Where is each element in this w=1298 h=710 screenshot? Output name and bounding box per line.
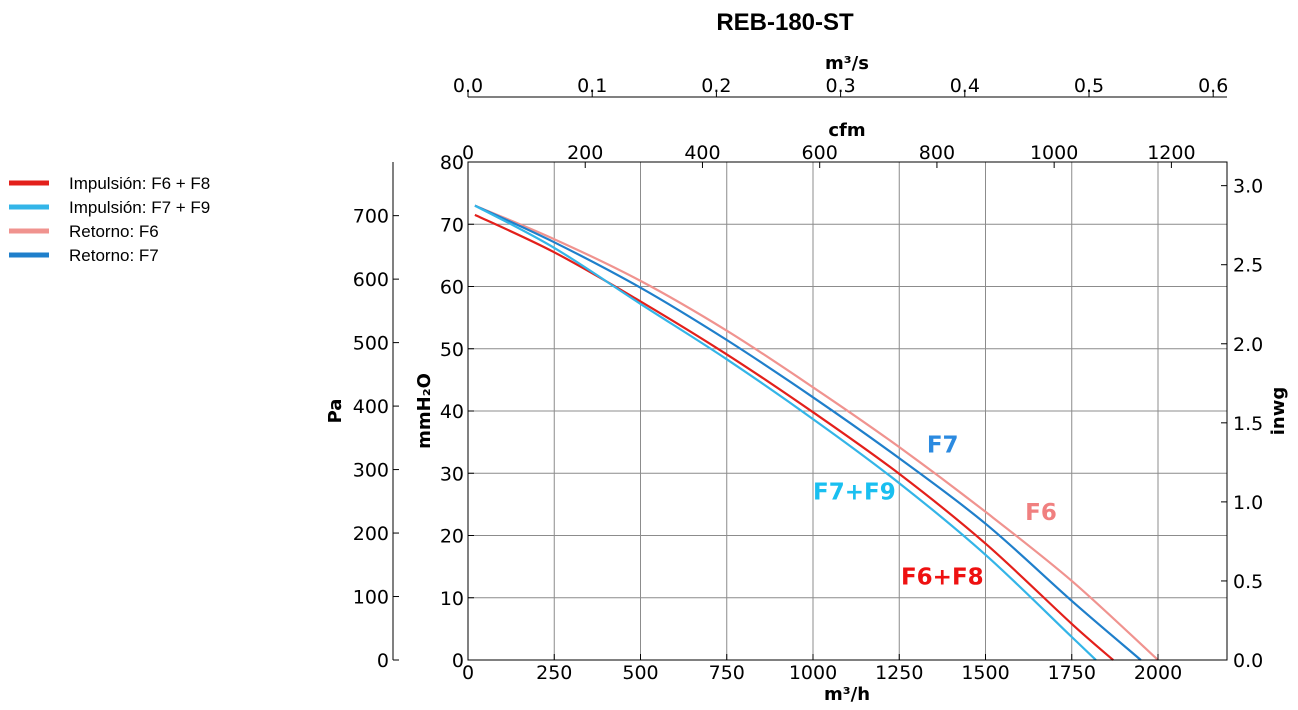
inwg-tick-label: 1.5 [1233,413,1263,435]
x-tick-label: 750 [709,662,745,684]
x-tick-label: 1500 [961,662,1009,684]
chart-title: REB-180-ST [716,9,854,36]
legend-label: Impulsión: F7 + F9 [69,198,210,217]
series-line-4 [474,204,1142,661]
cfm-tick-label: 400 [684,142,720,164]
m3s-tick-label: 0.4 [950,75,980,97]
mmh2o-tick-label: 60 [440,277,464,299]
legend-label: Impulsión: F6 + F8 [69,174,210,193]
grid [468,162,1227,660]
series-line-2 [474,204,1097,661]
cfm-tick-label: 800 [919,142,955,164]
legend-label: Retorno: F6 [69,222,159,241]
legend-label: Retorno: F7 [69,246,159,265]
x-tick-label: 1000 [789,662,837,684]
cfm-tick-label: 1000 [1030,142,1078,164]
mmh2o-tick-label: 30 [440,463,464,485]
pa-tick-label: 200 [353,523,389,545]
x-tick-label: 500 [622,662,658,684]
series-lines [474,204,1159,661]
inwg-tick-label: 0.0 [1233,650,1263,672]
curve-annotations: F7 F7+F9 F6 F6+F8 [813,433,1057,591]
cfm-tick-label: 200 [567,142,603,164]
curve-label: F6+F8 [901,565,984,591]
curve-label: F7+F9 [813,479,896,505]
inwg-tick-label: 0.5 [1233,571,1263,593]
mmh2o-tick-label: 10 [440,588,464,610]
mmh2o-tick-label: 80 [440,152,464,174]
m3s-tick-label: 0.3 [825,75,855,97]
x-tick-label: 2000 [1134,662,1182,684]
pa-tick-label: 700 [353,206,389,228]
cfm-axis-label: cfm [828,120,865,141]
cfm-tick-label: 600 [802,142,838,164]
mmh2o-tick-label: 40 [440,401,464,423]
cfm-tick-label: 0 [462,142,474,164]
cfm-tick-label: 1200 [1147,142,1195,164]
mmh2o-axis-label: mmH₂O [414,373,435,449]
pa-tick-label: 0 [377,650,389,672]
inwg-tick-label: 1.0 [1233,492,1263,514]
m3s-tick-label: 0.6 [1198,75,1228,97]
mmh2o-tick-label: 0 [452,650,464,672]
curve-label: F6 [1025,500,1057,526]
pa-tick-label: 600 [353,269,389,291]
mmh2o-tick-label: 20 [440,526,464,548]
series-line-3 [474,204,1159,661]
x-tick-label: 0 [462,662,474,684]
curve-label: F7 [927,433,959,459]
pa-tick-label: 300 [353,460,389,482]
m3s-tick-label: 0.2 [701,75,731,97]
x-tick-label: 1750 [1048,662,1096,684]
m3s-tick-label: 0.0 [453,75,483,97]
inwg-tick-label: 2.0 [1233,334,1263,356]
x-tick-label: 1250 [875,662,923,684]
m3s-axis-label: m³/s [825,53,869,74]
m3s-tick-label: 0.5 [1074,75,1104,97]
axis-ticks: 0 250 500 750 1000 1250 1500 1750 20000102030405… [353,75,1263,684]
pa-tick-label: 100 [353,587,389,609]
mmh2o-tick-label: 70 [440,214,464,236]
series-line-1 [474,213,1114,661]
pa-axis-label: Pa [325,399,346,424]
pa-tick-label: 500 [353,333,389,355]
inwg-tick-label: 3.0 [1233,176,1263,198]
x-tick-label: 250 [536,662,572,684]
inwg-tick-label: 2.5 [1233,255,1263,277]
legend: Impulsión: F6 + F8 Impulsión: F7 + F9 Reto… [9,174,210,265]
inwg-axis-label: inwg [1268,387,1289,436]
pa-tick-label: 400 [353,396,389,418]
m3s-tick-label: 0.1 [577,75,607,97]
mmh2o-tick-label: 50 [440,339,464,361]
x-axis-label: m³/h [824,684,870,705]
